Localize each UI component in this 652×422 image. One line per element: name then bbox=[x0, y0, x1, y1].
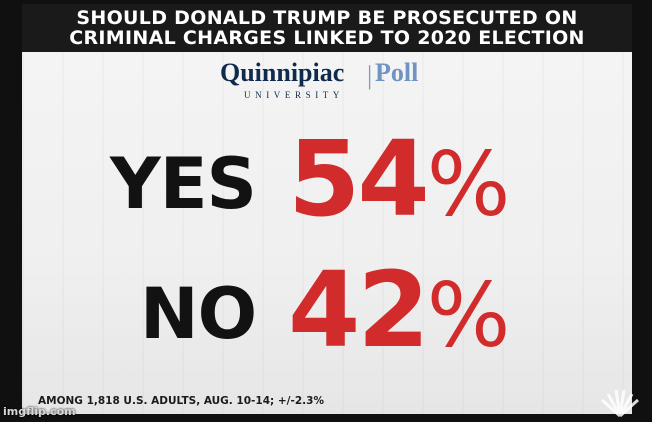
percent-sign: % bbox=[426, 133, 511, 236]
answer-value-no: 42% bbox=[288, 258, 510, 368]
background-texture bbox=[22, 52, 632, 414]
poll-card: Quinnipiac | Poll UNIVERSITY YES 54% NO … bbox=[22, 52, 632, 414]
logo-poll: Poll bbox=[375, 58, 419, 87]
logo-university: UNIVERSITY bbox=[244, 90, 344, 100]
headline-banner: SHOULD DONALD TRUMP BE PROSECUTED ON CRI… bbox=[22, 4, 632, 52]
headline-line-1: SHOULD DONALD TRUMP BE PROSECUTED ON bbox=[76, 7, 578, 29]
logo-separator: | bbox=[367, 61, 373, 90]
sample-footnote: AMONG 1,818 U.S. ADULTS, AUG. 10-14; +/-… bbox=[38, 395, 324, 407]
peacock-icon bbox=[601, 389, 639, 418]
value-number: 42 bbox=[288, 249, 430, 371]
imgflip-watermark: imgflip.com bbox=[3, 405, 76, 418]
percent-sign: % bbox=[426, 264, 511, 367]
answer-label-yes: YES bbox=[110, 143, 257, 225]
headline-line-2: CRIMINAL CHARGES LINKED TO 2020 ELECTION bbox=[69, 27, 585, 49]
quinnipiac-poll-logo: Quinnipiac | Poll UNIVERSITY bbox=[220, 58, 440, 102]
answer-value-yes: 54% bbox=[288, 127, 510, 237]
answer-label-no: NO bbox=[140, 273, 257, 355]
logo-name: Quinnipiac bbox=[220, 58, 345, 87]
value-number: 54 bbox=[288, 118, 430, 240]
